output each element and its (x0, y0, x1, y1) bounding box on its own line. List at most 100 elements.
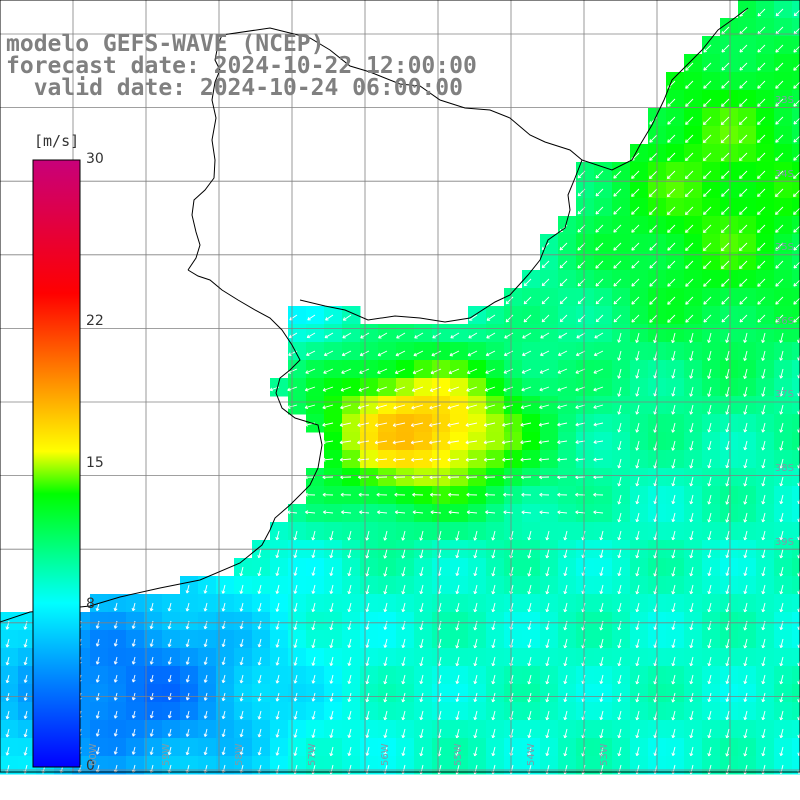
wind-arrow (726, 404, 730, 415)
wind-arrow-head (492, 735, 496, 739)
wind-arrow-head (703, 303, 707, 305)
wind-arrow-head (649, 211, 651, 215)
wind-arrow-head (595, 267, 599, 269)
wind-arrow-head (149, 607, 152, 612)
wind-arrow-head (257, 662, 260, 666)
wind-arrow (690, 422, 694, 433)
wind-arrow-head (167, 678, 170, 683)
wind-arrow-head (492, 699, 496, 703)
wind-arrow-head (725, 680, 728, 684)
wind-arrow-head (524, 302, 528, 305)
wind-arrow (114, 764, 118, 773)
wind-cell (594, 486, 613, 505)
wind-arrow-head (775, 213, 779, 215)
wind-arrow-head (739, 103, 741, 107)
wind-arrow-head (744, 555, 748, 559)
wind-arrow (539, 422, 550, 426)
wind-arrow (448, 386, 460, 392)
wind-arrow (654, 332, 658, 343)
wind-arrow (618, 548, 622, 558)
wind-arrow (721, 188, 730, 197)
wind-arrow-head (429, 423, 432, 426)
wind-arrow-head (762, 537, 766, 541)
wind-arrow-head (222, 734, 226, 738)
wind-arrow-head (563, 680, 566, 684)
wind-arrow-head (521, 370, 525, 374)
wind-arrow-head (762, 735, 766, 739)
wind-arrow (96, 764, 100, 773)
wind-arrow (276, 584, 280, 594)
wind-arrow-head (257, 716, 260, 720)
wind-arrow-head (744, 645, 748, 649)
wind-arrow-head (375, 425, 379, 428)
wind-arrow-head (617, 572, 620, 576)
wind-arrow (384, 728, 388, 738)
wind-arrow-head (649, 321, 653, 323)
wind-arrow (780, 710, 784, 721)
wind-arrow-head (239, 733, 242, 737)
wind-arrow-head (401, 734, 404, 738)
wind-arrow-head (738, 157, 741, 161)
wind-arrow-head (617, 501, 620, 505)
wind-arrow (276, 710, 280, 720)
wind-arrow-head (653, 482, 656, 487)
wind-cell (324, 504, 343, 523)
wind-arrow-head (95, 625, 98, 629)
wind-arrow-head (685, 195, 689, 198)
wind-arrow-head (312, 591, 316, 594)
wind-arrow-head (376, 492, 380, 496)
wind-arrow-head (509, 734, 512, 738)
wind-arrow-head (762, 358, 766, 361)
wind-arrow-head (419, 608, 422, 613)
wind-arrow-head (793, 301, 795, 305)
wind-arrow-head (542, 284, 546, 287)
wind-arrow (618, 692, 622, 702)
wind-arrow (330, 674, 334, 684)
wind-arrow-head (377, 510, 381, 513)
wind-arrow-head (438, 681, 442, 685)
wind-arrow-head (305, 511, 308, 515)
wind-arrow-head (761, 357, 763, 361)
wind-arrow-head (726, 699, 730, 702)
wind-arrow (595, 296, 604, 305)
wind-arrow-head (672, 573, 676, 577)
wind-arrow (521, 511, 532, 514)
longitude-label: 56W (380, 743, 391, 766)
wind-arrow (420, 602, 424, 612)
wind-arrow-head (456, 591, 460, 595)
wind-arrow (78, 764, 82, 773)
wind-arrow-head (672, 699, 676, 703)
wind-arrow (757, 80, 766, 89)
wind-arrow-head (636, 591, 640, 595)
wind-arrow (726, 656, 730, 667)
wind-arrow (357, 458, 370, 461)
wind-arrow-head (775, 139, 777, 143)
wind-arrow-head (648, 193, 651, 197)
wind-arrow-head (653, 699, 656, 703)
wind-arrow-head (721, 123, 725, 126)
wind-arrow (492, 692, 496, 703)
wind-arrow-head (491, 573, 494, 577)
wind-arrow-head (311, 626, 314, 630)
wind-arrow-head (411, 459, 415, 462)
wind-arrow-head (744, 501, 748, 505)
wind-cell (792, 504, 800, 523)
wind-arrow-head (797, 608, 800, 612)
wind-arrow (276, 674, 280, 684)
wind-arrow (739, 278, 748, 287)
wind-arrow (780, 566, 784, 577)
wind-cell (792, 360, 800, 379)
wind-arrow-head (114, 679, 118, 683)
wind-arrow (762, 728, 766, 738)
wind-arrow-head (775, 157, 777, 161)
wind-arrow-head (618, 555, 622, 559)
wind-arrow-head (503, 389, 507, 392)
wind-cell (522, 468, 541, 487)
wind-arrow-head (527, 717, 530, 721)
wind-arrow-head (384, 555, 388, 559)
wind-arrow (558, 332, 568, 339)
wind-arrow-head (725, 393, 727, 397)
wind-arrow (528, 602, 532, 612)
wind-arrow (312, 728, 316, 738)
wind-cell (450, 342, 469, 361)
